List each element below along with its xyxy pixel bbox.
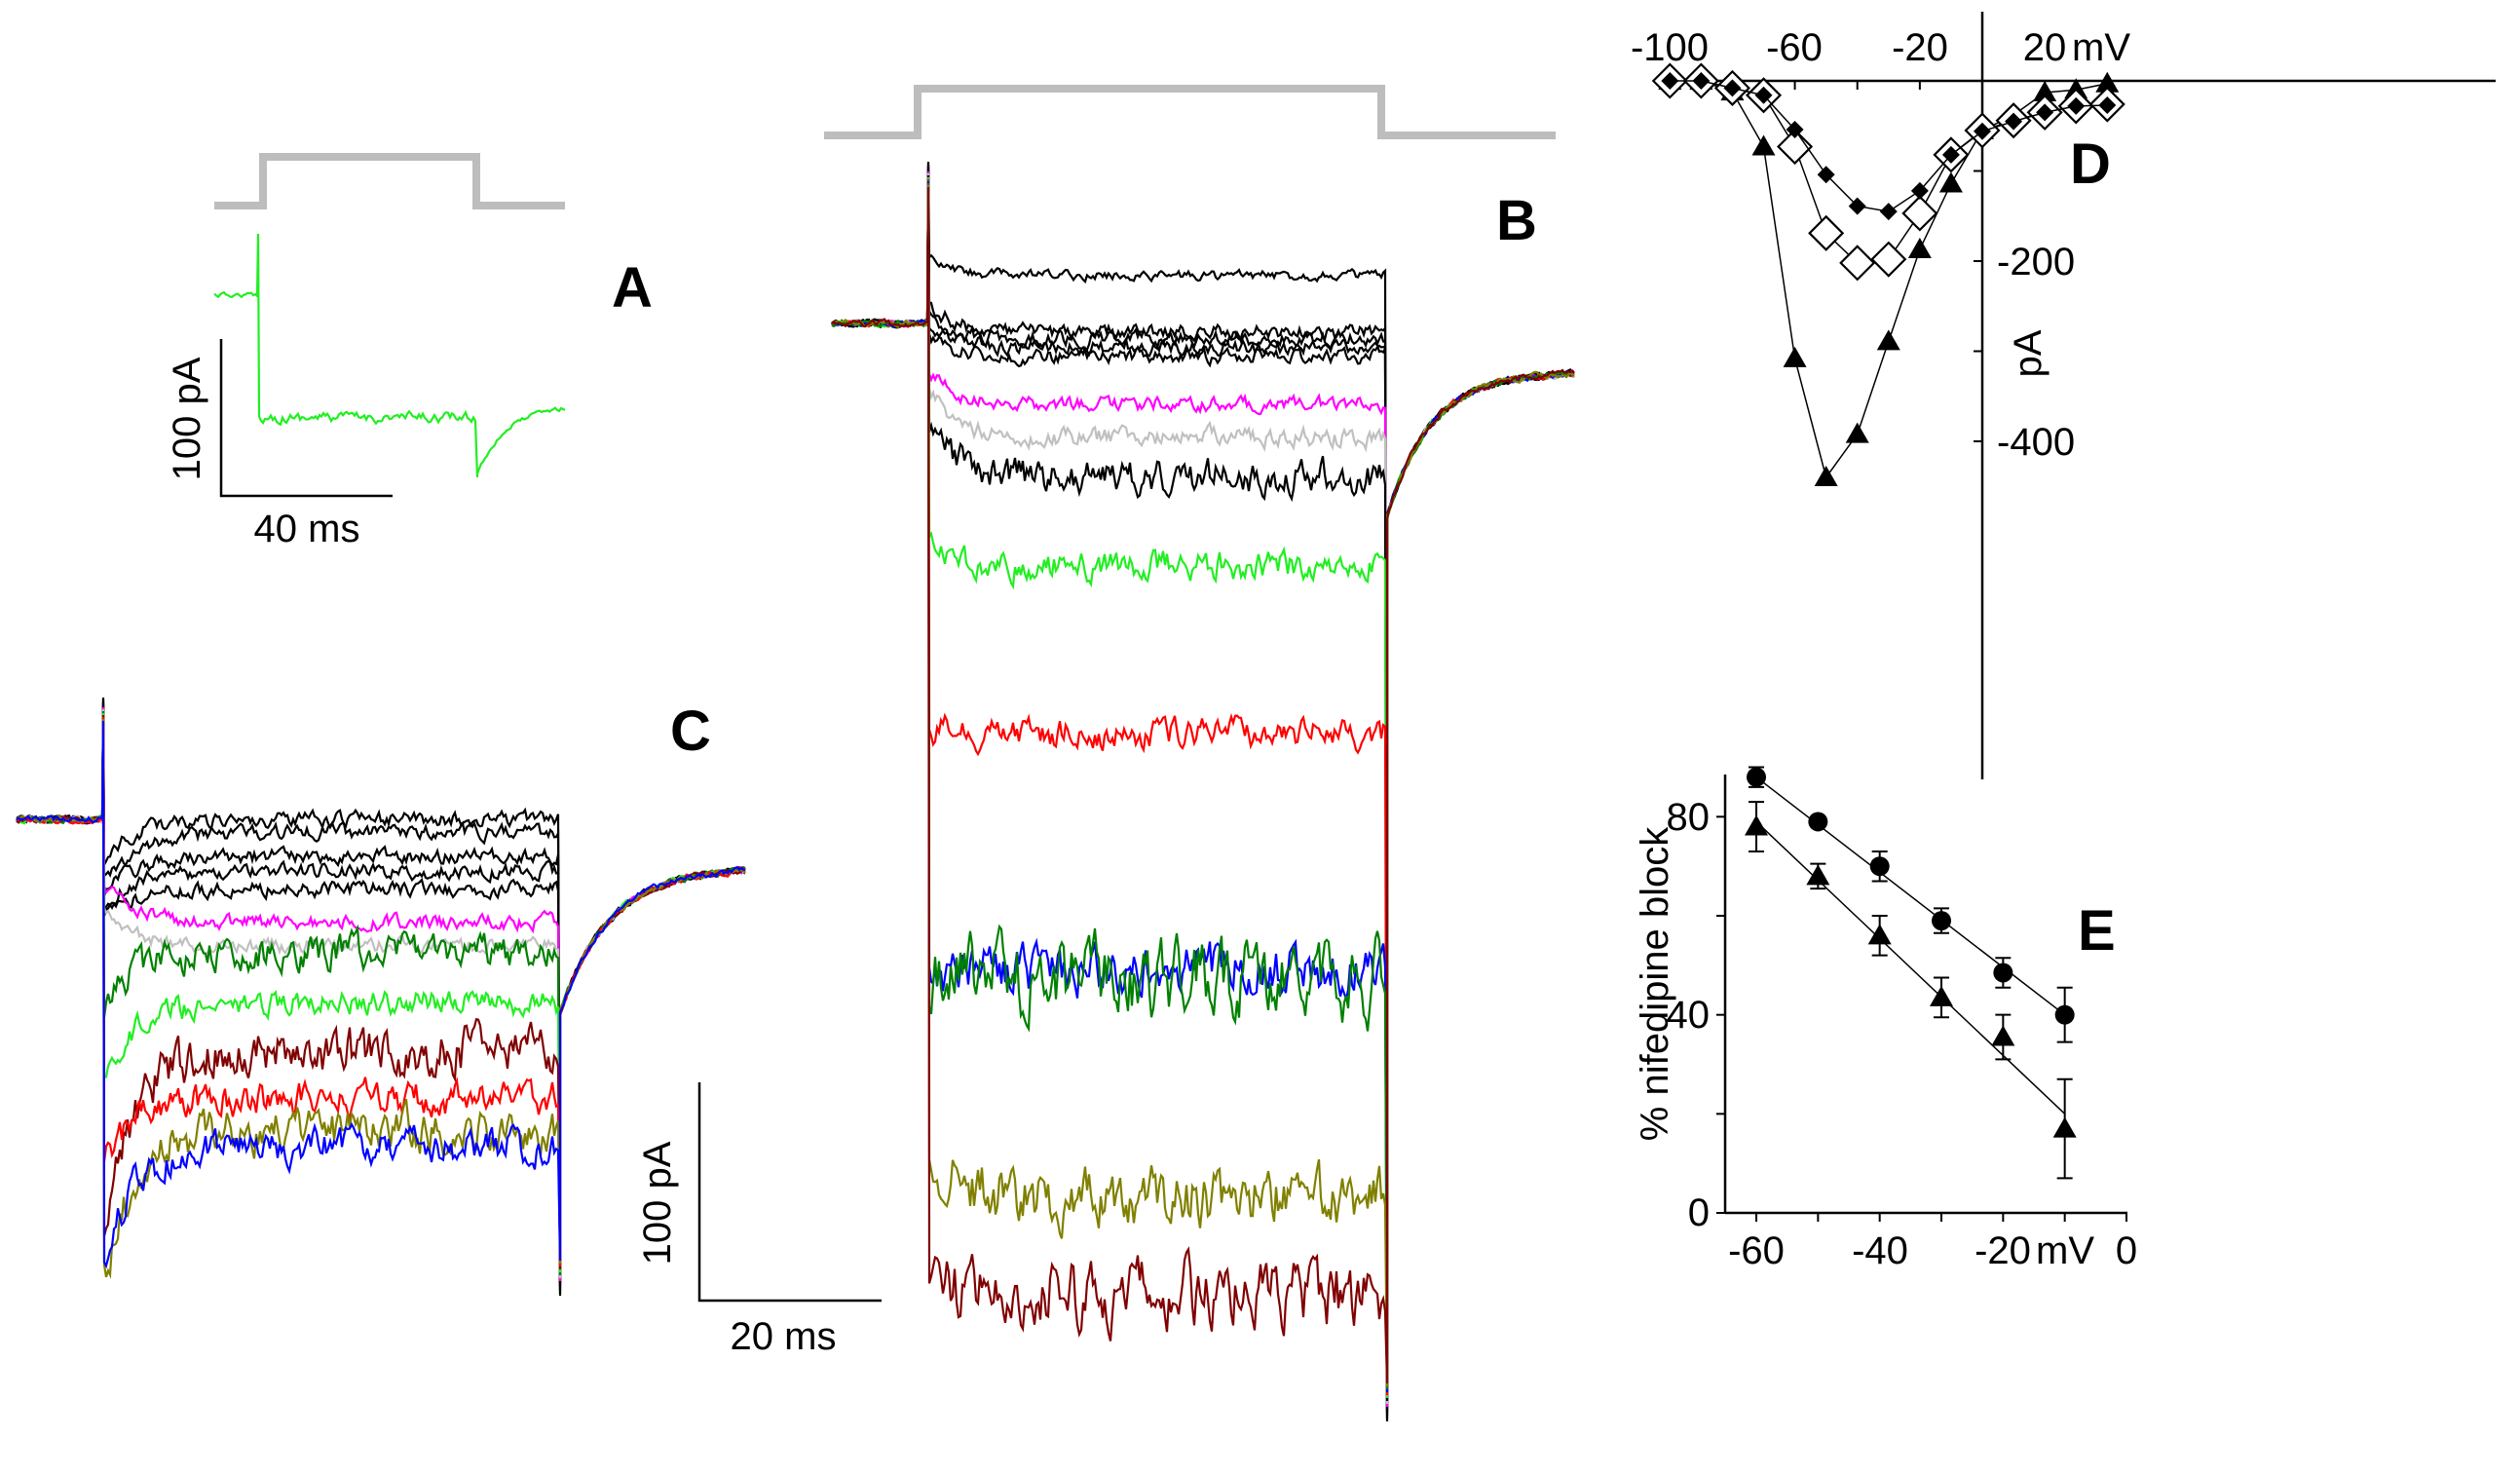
panel-a-scale-current: 100 pA	[166, 357, 208, 480]
triangle-marker	[1845, 422, 1869, 443]
current-trace	[831, 169, 1574, 1411]
panel-e-label: E	[2078, 899, 2116, 963]
panel-c-traces	[16, 697, 746, 1297]
filled-diamond-marker	[1879, 203, 1898, 221]
panel-e-x-tick-label: -60	[1728, 1229, 1785, 1272]
panel-e-x-axis-title: mV	[2036, 1229, 2094, 1272]
panel-d-x-tick-label: -100	[1631, 26, 1709, 69]
circle-marker	[1932, 911, 1952, 931]
panel-e-x-tick-label: 0	[2116, 1229, 2137, 1272]
panel-c-scale-time: 20 ms	[731, 1315, 837, 1358]
triangle-marker	[1745, 814, 1769, 836]
panel-e-y-axis-title: % nifedipine block	[1634, 826, 1676, 1141]
triangle-marker	[2033, 81, 2057, 102]
panel-b-voltage-protocol	[824, 85, 1556, 139]
filled-diamond-marker	[1754, 86, 1773, 104]
current-trace	[831, 184, 1575, 1387]
filled-diamond-marker	[2005, 112, 2023, 131]
panel-e-y-tick-label: 80	[1667, 796, 1711, 839]
filled-diamond-marker	[1848, 197, 1866, 215]
current-trace	[16, 718, 746, 1279]
panel-b: B	[824, 85, 1575, 1422]
panel-b-label: B	[1496, 189, 1537, 252]
triangle-marker	[2052, 1116, 2077, 1138]
filled-diamond-marker	[1974, 122, 1991, 140]
panel-a-scale-time: 40 ms	[254, 508, 360, 550]
filled-diamond-marker	[1692, 72, 1711, 90]
fit-line	[1755, 776, 2066, 1016]
panel-c: 100 pA 20 ms C	[16, 697, 882, 1358]
panel-a-voltage-protocol	[214, 153, 565, 209]
circle-marker	[2054, 1004, 2075, 1025]
panel-e-y-tick-label: 40	[1667, 994, 1711, 1037]
circle-marker	[1808, 812, 1828, 832]
open-diamond-marker	[1777, 128, 1814, 166]
open-diamond-marker	[1870, 241, 1907, 278]
filled-diamond-marker	[2036, 103, 2054, 122]
panel-c-label: C	[670, 699, 711, 763]
series-circles	[1747, 766, 2075, 1043]
triangle-marker	[1867, 924, 1892, 945]
panel-d-x-axis-title: mV	[2072, 26, 2130, 69]
panel-a-label: A	[612, 256, 653, 320]
filled-diamond-marker	[1910, 181, 1929, 200]
open-diamond-marker	[1808, 214, 1845, 251]
triangle-marker	[1806, 864, 1830, 886]
current-trace	[831, 170, 1575, 1408]
circle-marker	[1993, 963, 2013, 983]
current-trace	[831, 172, 1575, 1405]
triangle-marker	[2095, 71, 2120, 93]
panel-c-scale-bar	[697, 1082, 882, 1303]
fit-line	[1755, 820, 2066, 1115]
circle-marker	[1747, 767, 1767, 787]
panel-d-y-axis-title: pA	[2007, 329, 2050, 377]
panel-e-x-tick-label: -40	[1852, 1229, 1908, 1272]
panel-c-scale-current: 100 pA	[636, 1141, 679, 1265]
panel-d-x-tick-label: 20	[2023, 26, 2067, 69]
current-trace	[213, 233, 566, 478]
current-trace	[16, 712, 746, 1273]
triangle-marker	[1814, 466, 1838, 486]
triangle-marker	[1930, 985, 1954, 1006]
triangle-marker	[1991, 1025, 2015, 1046]
triangle-marker	[1783, 346, 1807, 367]
triangle-marker	[1876, 329, 1900, 351]
triangle-marker	[1751, 134, 1776, 156]
current-trace	[831, 167, 1575, 1414]
triangle-marker	[1938, 171, 1963, 193]
panel-d-y-tick-label: -400	[1997, 421, 2075, 464]
filled-diamond-marker	[1786, 120, 1804, 138]
panel-d-x-tick-label: -60	[1766, 26, 1823, 69]
series-triangles	[1745, 801, 2077, 1180]
filled-diamond-marker	[1723, 79, 1742, 97]
filled-diamond-marker	[2098, 95, 2117, 114]
panel-e-y-tick-label: 0	[1688, 1191, 1710, 1234]
open-diamond-marker	[1839, 245, 1876, 282]
panel-d-x-tick-label: -20	[1892, 26, 1948, 69]
filled-diamond-marker	[1817, 166, 1835, 184]
panel-d-y-tick-label: -200	[1997, 241, 2075, 283]
panel-a-traces	[213, 233, 566, 478]
current-trace	[831, 178, 1575, 1396]
circle-marker	[1869, 856, 1890, 877]
current-trace	[831, 174, 1575, 1402]
current-trace	[16, 720, 746, 1269]
panel-d-label: D	[2070, 132, 2111, 196]
filled-diamond-marker	[2067, 96, 2086, 115]
triangle-marker	[1907, 237, 1932, 258]
current-trace	[831, 180, 1575, 1393]
series-filled-diamonds	[1661, 72, 2117, 221]
panel-b-traces	[831, 161, 1575, 1422]
current-trace	[831, 186, 1575, 1384]
filled-diamond-marker	[1941, 145, 1960, 164]
panel-a-scale-bar	[219, 339, 393, 498]
panel-e-x-tick-label: -20	[1975, 1229, 2031, 1272]
panel-d-iv-curve: -100 -60 -20 20 mV -200 -400 pA D	[1631, 12, 2496, 779]
open-diamond-marker	[1901, 195, 1938, 232]
current-trace	[831, 176, 1575, 1399]
panel-e-block-plot: 80 40 0 -60 -40 -20 mV 0 % nifedipine bl…	[1634, 766, 2137, 1272]
panel-a: 100 pA 40 ms A	[166, 153, 653, 550]
filled-diamond-marker	[1661, 72, 1679, 90]
